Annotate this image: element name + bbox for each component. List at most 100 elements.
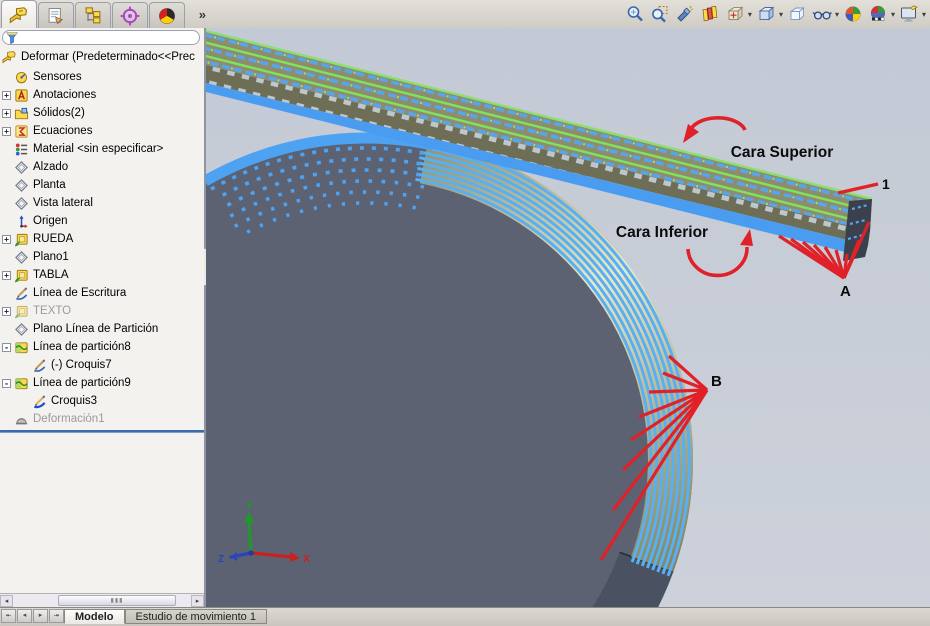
bar-end-face <box>843 199 872 261</box>
tree-item-linea-de-particion8[interactable]: - Línea de partición8 <box>0 338 204 356</box>
triad-y-label: Y <box>246 501 253 512</box>
scroll-thumb[interactable]: ▮▮▮ <box>58 594 176 606</box>
propertymanager-tab[interactable] <box>37 2 74 28</box>
tree-item-plano1[interactable]: Plano1 <box>0 248 204 266</box>
filter-funnel-icon <box>6 32 18 44</box>
scroll-right-arrow[interactable]: ▸ <box>191 594 204 607</box>
edit-appearance-icon[interactable] <box>842 3 865 26</box>
view-settings-caret[interactable]: ▾ <box>921 9 926 19</box>
tree-item-anotaciones[interactable]: + Anotaciones <box>0 86 204 104</box>
filter-input[interactable] <box>19 31 199 44</box>
sensors-icon <box>14 70 29 85</box>
configurationmanager-tab[interactable] <box>74 2 111 28</box>
expander[interactable]: - <box>2 342 11 352</box>
tree-item-rueda[interactable]: + RUEDA <box>0 230 204 248</box>
glasses-visibility-icon[interactable] <box>811 3 834 26</box>
tree-item-sensores[interactable]: Sensores <box>0 68 204 86</box>
tree-root-part[interactable]: Deformar (Predeterminado<<Prec <box>0 48 204 66</box>
origin-icon <box>14 214 29 229</box>
display-style-caret[interactable]: ▾ <box>778 9 783 19</box>
featuremanager-tab[interactable] <box>1 0 37 28</box>
model-scene: Y X Z <box>39 28 930 626</box>
tab-estudio-de-movimiento[interactable]: Estudio de movimiento 1 <box>124 609 267 624</box>
flat-bar[interactable] <box>205 29 873 261</box>
expander[interactable]: - <box>2 378 11 388</box>
prev-tab-button[interactable]: ◂ <box>17 609 32 623</box>
plane-icon <box>14 322 29 337</box>
first-tab-button[interactable]: ⯬ <box>1 609 16 623</box>
model-tab-bar: ⯬ ◂ ▸ ⯮ Modelo Estudio de movimiento 1 <box>0 607 930 626</box>
tree-item-croquis7[interactable]: (-) Croquis7 <box>0 356 204 374</box>
view-orientation-icon[interactable] <box>724 3 747 26</box>
tree-item-ecuaciones[interactable]: + Ecuaciones <box>0 122 204 140</box>
tree-item-vista-lateral[interactable]: Vista lateral <box>0 194 204 212</box>
displaymanager-icon <box>158 7 175 24</box>
deform-feature-icon <box>14 412 29 427</box>
zoom-to-area-icon[interactable] <box>649 3 672 26</box>
tree-item-linea-de-escritura[interactable]: Línea de Escritura <box>0 284 204 302</box>
part-reference-icon <box>14 304 29 319</box>
tab-modelo[interactable]: Modelo <box>64 609 125 624</box>
tree-item-tabla[interactable]: + TABLA <box>0 266 204 284</box>
tree-item-deformacion1[interactable]: Deformación1 <box>0 410 204 428</box>
annotations-icon <box>14 88 29 103</box>
displaymanager-tab[interactable] <box>148 2 185 28</box>
label-cara-inferior: Cara Inferior <box>616 224 708 241</box>
tree-item-solidos[interactable]: + Sólidos(2) <box>0 104 204 122</box>
glasses-caret[interactable]: ▾ <box>834 9 839 19</box>
dimxpertmanager-tab[interactable] <box>111 2 148 28</box>
tab-overflow-chevron[interactable]: » <box>198 7 206 22</box>
previous-view-icon[interactable] <box>674 3 697 26</box>
sketch-selected-icon <box>32 394 47 409</box>
zoom-to-fit-icon[interactable] <box>624 3 647 26</box>
expander[interactable]: + <box>2 126 11 136</box>
tree-item-planta[interactable]: Planta <box>0 176 204 194</box>
apply-scene-icon[interactable] <box>867 3 890 26</box>
panel-horizontal-scrollbar[interactable]: ◂ ▮▮▮ ▸ <box>0 593 204 607</box>
feature-tree: Deformar (Predeterminado<<Prec Sensores … <box>0 48 204 433</box>
tree-item-linea-de-particion9[interactable]: - Línea de partición9 <box>0 374 204 392</box>
graphics-area[interactable]: Y X Z <box>39 28 930 626</box>
split-line-icon <box>14 340 29 355</box>
expander[interactable]: + <box>2 108 11 118</box>
next-tab-button[interactable]: ▸ <box>33 609 48 623</box>
tree-item-material[interactable]: Material <sin especificar> <box>0 140 204 158</box>
annotations <box>599 116 879 561</box>
expander[interactable]: + <box>2 90 11 100</box>
solid-bodies-icon <box>14 106 29 121</box>
headsup-view-toolbar: ▾ ▾ ▾ ▾ ▾ <box>624 2 927 26</box>
feature-filter[interactable] <box>2 30 200 45</box>
split-line-icon <box>14 376 29 391</box>
part-icon <box>2 49 17 65</box>
view-settings-icon[interactable] <box>898 3 921 26</box>
apply-scene-caret[interactable]: ▾ <box>890 9 895 19</box>
view-orientation-caret[interactable]: ▾ <box>747 9 752 19</box>
label-cara-superior: Cara Superior <box>731 144 834 161</box>
triad-z-label: Z <box>218 554 224 565</box>
plane-icon <box>14 178 29 193</box>
expander[interactable]: + <box>2 270 11 280</box>
sketch-icon <box>32 358 47 373</box>
expander[interactable]: + <box>2 234 11 244</box>
tree-item-alzado[interactable]: Alzado <box>0 158 204 176</box>
material-icon <box>14 142 29 157</box>
equations-icon <box>14 124 29 139</box>
last-tab-button[interactable]: ⯮ <box>49 609 64 623</box>
scroll-track[interactable]: ▮▮▮ <box>13 594 191 607</box>
display-style-icon[interactable] <box>755 3 778 26</box>
expander[interactable]: + <box>2 306 11 316</box>
rollback-bar[interactable] <box>0 430 204 433</box>
label-1: 1 <box>882 176 890 192</box>
tree-item-croquis3[interactable]: Croquis3 <box>0 392 204 410</box>
dimxpertmanager-icon <box>120 6 140 25</box>
scroll-left-arrow[interactable]: ◂ <box>0 594 13 607</box>
part-reference-icon <box>14 268 29 283</box>
triad-x-label: X <box>303 554 310 565</box>
tree-item-texto[interactable]: + TEXTO <box>0 302 204 320</box>
tree-item-origen[interactable]: Origen <box>0 212 204 230</box>
section-view-icon[interactable] <box>699 3 722 26</box>
hide-show-items-icon[interactable] <box>786 3 809 26</box>
tree-item-plano-linea-de-particion[interactable]: Plano Línea de Partición <box>0 320 204 338</box>
plane-icon <box>14 196 29 211</box>
featuremanager-panel: Deformar (Predeterminado<<Prec Sensores … <box>0 28 206 607</box>
